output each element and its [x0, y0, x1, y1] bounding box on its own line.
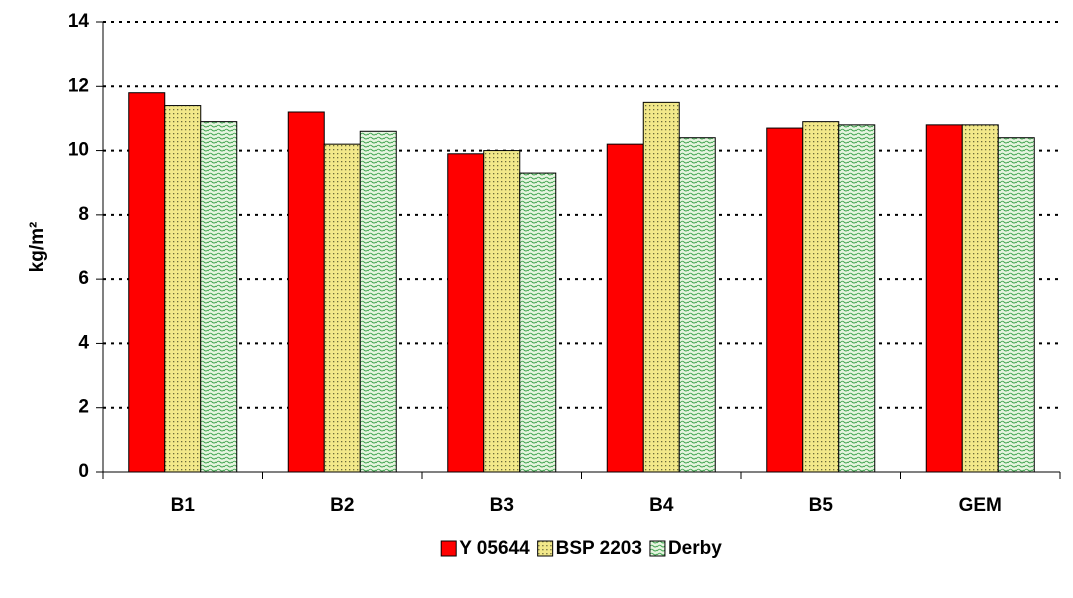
y-axis-label: kg/m²	[27, 222, 48, 273]
y-tick-label: 6	[78, 268, 89, 289]
legend-label: Derby	[668, 538, 722, 559]
bar	[642, 101, 680, 473]
bar	[766, 127, 804, 473]
x-tick-label: B1	[171, 495, 196, 516]
legend-swatch	[537, 540, 554, 557]
legend-swatch	[440, 540, 457, 557]
x-tick-label: B2	[330, 495, 354, 516]
bar	[961, 124, 999, 473]
x-tick-label: GEM	[959, 495, 1002, 516]
y-tick-label: 12	[68, 75, 89, 96]
y-tick-label: 8	[78, 204, 89, 225]
legend-label: Y 05644	[459, 538, 530, 559]
legend: Y 05644 BSP 2203 Derby	[440, 538, 722, 559]
x-tick-label: B3	[490, 495, 514, 516]
bar	[323, 143, 361, 473]
bar	[359, 130, 397, 473]
bar	[838, 124, 876, 473]
y-tick-label: 10	[68, 140, 89, 161]
legend-swatch	[649, 540, 666, 557]
bar	[164, 105, 202, 473]
x-tick-label: B5	[809, 495, 834, 516]
bar	[483, 150, 521, 473]
bar	[802, 121, 840, 473]
bar	[678, 137, 716, 473]
legend-label: BSP 2203	[556, 538, 642, 559]
bar	[287, 111, 325, 473]
y-tick-label: 2	[78, 397, 89, 418]
bar	[606, 143, 644, 473]
bar	[128, 92, 166, 473]
bar	[997, 137, 1035, 473]
y-tick-label: 14	[68, 11, 90, 32]
bar	[200, 121, 238, 473]
y-tick-label: 4	[78, 332, 89, 353]
bar	[925, 124, 963, 473]
bar	[447, 153, 485, 473]
x-tick-label: B4	[649, 495, 674, 516]
y-tick-label: 0	[78, 461, 89, 482]
bar	[519, 172, 557, 473]
